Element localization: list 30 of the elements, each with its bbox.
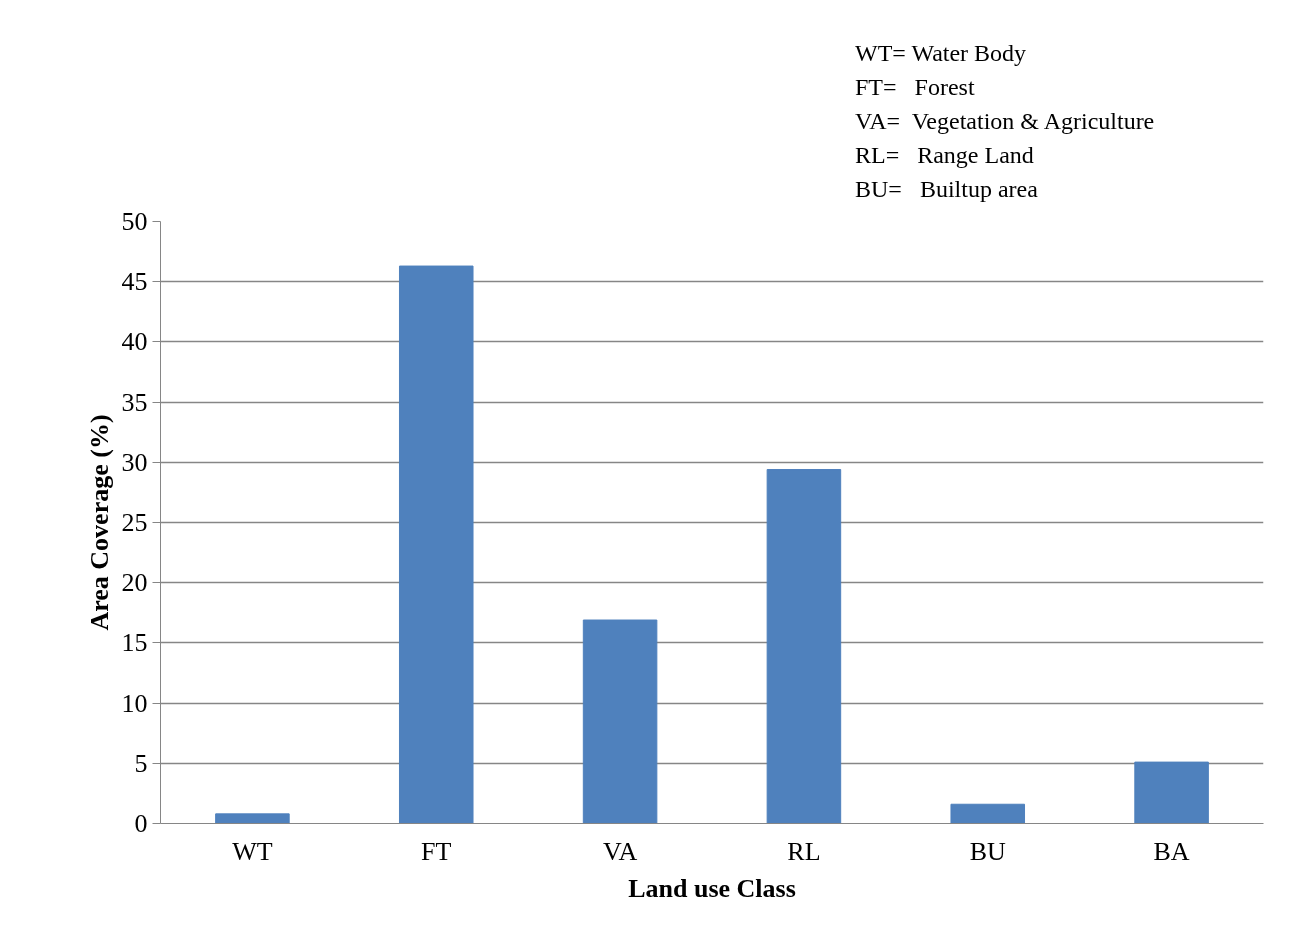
x-axis-title: Land use Class — [628, 873, 796, 903]
y-tick-label: 20 — [121, 568, 148, 598]
text: BU= Builtup area — [855, 175, 1039, 204]
x-tick-label: RL — [787, 836, 821, 866]
y-axis-title: Area Coverage (%) — [84, 414, 114, 631]
x-tick-label: BA — [1153, 836, 1190, 866]
bar — [1134, 761, 1209, 824]
y-tick-label: 15 — [121, 628, 148, 658]
bar — [950, 803, 1026, 824]
bar — [766, 469, 842, 824]
y-tick-label: 50 — [121, 207, 148, 236]
y-tick-label: 0 — [134, 809, 148, 838]
y-tick-label: 45 — [121, 267, 148, 297]
text: FT= Forest — [855, 73, 976, 102]
text: RL= Range Land — [855, 141, 1035, 170]
x-tick-label: FT — [421, 836, 452, 866]
y-tick-label: 25 — [121, 508, 148, 537]
y-tick-label: 5 — [134, 748, 148, 778]
text: VA= Vegetation & Agriculture — [855, 107, 1155, 136]
bar — [582, 619, 658, 824]
y-tick-label: 35 — [121, 387, 148, 417]
y-tick-label: 40 — [121, 327, 148, 357]
bar — [215, 813, 290, 824]
x-tick-label: BU — [969, 836, 1007, 866]
y-tick-label: 30 — [121, 447, 148, 477]
x-tick-label: VA — [602, 836, 638, 866]
x-tick-label: WT — [232, 836, 273, 866]
text: WT= Water Body — [855, 39, 1028, 68]
bar — [398, 265, 474, 824]
y-tick-label: 10 — [121, 688, 148, 718]
